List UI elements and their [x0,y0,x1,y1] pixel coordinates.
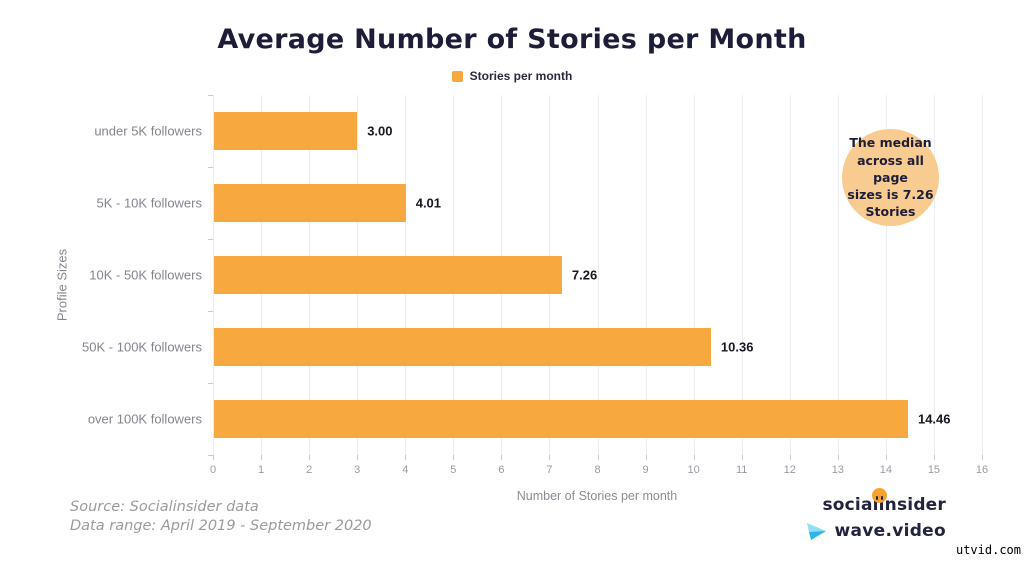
x-tick-label: 4 [402,464,409,476]
x-tick-label: 0 [209,464,217,476]
y-tick-mark [208,455,213,456]
wave-video-logo: wave.video [806,521,946,541]
y-tick-mark [208,383,213,384]
x-tick-mark [549,455,551,460]
gridline [885,95,887,455]
gridline [837,95,839,455]
x-tick-label: 13 [831,464,844,476]
x-tick-mark [741,455,743,460]
x-tick-mark [213,455,214,460]
x-tick-label: 11 [735,464,748,476]
y-tick-mark [208,167,213,168]
socialinsider-logo: socialinsider [822,488,946,515]
x-axis-title: Number of Stories per month [516,489,678,503]
x-tick-mark [645,455,647,460]
x-tick-label: 15 [927,464,941,476]
legend-label: Stories per month [469,69,573,83]
gridline [597,95,599,455]
chart-row: 10K - 50K followers 7.26 [89,239,982,311]
value-label: 7.26 [571,267,598,283]
watermark: utvid.com [955,543,1021,557]
gridline [982,95,983,455]
legend: Stories per month [0,69,1024,83]
bar [214,328,711,366]
source-note: Source: Socialinsider data Data range: A… [70,498,372,536]
chart-row: 5K - 10K followers 4.01 [97,167,982,239]
x-tick-label: 8 [594,464,601,476]
category-label: over 100K followers [87,411,202,427]
chart-row: under 5K followers 3.00 [94,95,982,167]
value-label: 4.01 [415,195,442,211]
x-tick-mark [453,455,455,460]
category-label: 5K - 10K followers [96,195,203,211]
x-tick-mark [789,455,791,460]
gridline [213,95,214,455]
data-range-line: Data range: April 2019 - September 2020 [70,517,372,534]
bar [214,400,908,438]
bar [214,256,562,294]
x-tick-mark [357,455,359,460]
bar [214,112,358,150]
value-label: 14.46 [917,411,951,427]
y-tick-mark [208,95,213,96]
gridline [741,95,743,455]
x-tick-mark [261,455,263,460]
value-label: 10.36 [720,339,754,355]
y-tick-mark [208,239,213,240]
category-label: under 5K followers [94,123,202,139]
wave-video-play-icon [807,522,827,540]
x-tick-label: 9 [642,464,649,476]
chart-row: over 100K followers 14.46 [88,383,982,455]
x-tick-mark [982,455,983,460]
x-tick-label: 7 [546,464,553,476]
x-tick-mark [693,455,695,460]
socialinsider-wordmark: socialinsider [822,495,946,515]
source-line: Source: Socialinsider data [70,499,259,515]
gridline [645,95,647,455]
gridline [693,95,695,455]
chart-title: Average Number of Stories per Month [217,24,807,55]
x-tick-mark [837,455,839,460]
legend-swatch-icon [451,70,463,82]
x-tick-label: 2 [306,464,313,476]
x-tick-mark [405,455,407,460]
branding: socialinsider wave.video [806,488,946,541]
chart-row: 50K - 100K followers 10.36 [82,311,982,383]
x-tick-label: 16 [975,464,989,476]
value-label: 3.00 [367,123,393,139]
x-tick-label: 14 [879,464,892,476]
x-tick-label: 6 [498,464,505,476]
wave-video-wordmark: wave.video [834,521,946,541]
bar [214,184,406,222]
socialinsider-dot-icon [872,488,888,503]
plot-area: 0 1 2 3 4 5 6 7 8 9 10 11 12 13 14 15 16 under 5K followe… [82,95,988,476]
x-tick-label: 1 [258,464,265,476]
gridline [789,95,791,455]
x-tick-label: 10 [687,464,700,476]
gridline [933,95,935,455]
y-tick-mark [208,311,213,312]
category-label: 50K - 100K followers [82,339,202,355]
x-tick-label: 3 [354,464,361,476]
x-tick-mark [885,455,887,460]
median-annotation-bubble: The median across all page sizes is 7.26… [842,129,939,226]
y-axis-title: Profile Sizes [54,248,70,322]
x-tick-mark [309,455,311,460]
x-tick-mark [597,455,599,460]
x-tick-mark [501,455,503,460]
category-label: 10K - 50K followers [89,267,202,283]
x-tick-label: 12 [783,464,796,476]
x-tick-mark [933,455,935,460]
x-tick-label: 5 [450,464,457,476]
